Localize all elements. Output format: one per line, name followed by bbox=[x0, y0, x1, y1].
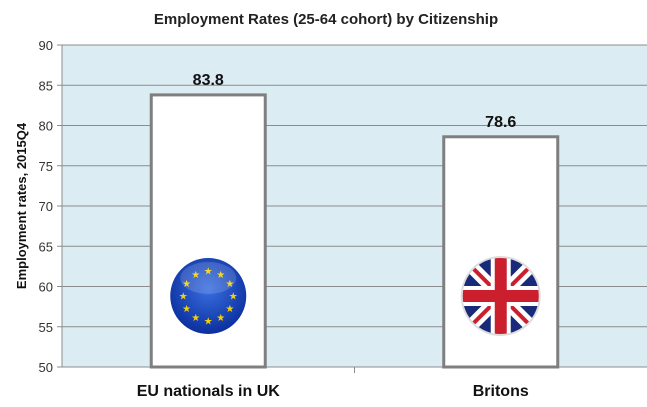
star-icon: ★ bbox=[229, 292, 238, 303]
y-tick-label: 70 bbox=[39, 199, 53, 214]
eu-flag-circle bbox=[170, 258, 247, 334]
star-icon: ★ bbox=[216, 270, 225, 281]
y-tick-label: 55 bbox=[39, 320, 53, 335]
x-tick-label: EU nationals in UK bbox=[137, 383, 281, 400]
star-icon: ★ bbox=[182, 304, 191, 315]
y-axis-label: Employment rates, 2015Q4 bbox=[14, 122, 29, 289]
star-icon: ★ bbox=[191, 313, 200, 324]
y-tick-label: 80 bbox=[39, 119, 53, 134]
y-tick-label: 85 bbox=[39, 78, 53, 93]
star-icon: ★ bbox=[225, 279, 234, 290]
uk-flag-body bbox=[461, 257, 540, 335]
chart-title: Employment Rates (25-64 cohort) by Citiz… bbox=[154, 11, 498, 28]
y-tick-label: 65 bbox=[39, 239, 53, 254]
y-tick-label: 90 bbox=[39, 38, 53, 53]
cross-red bbox=[461, 257, 540, 335]
flag-rim bbox=[460, 256, 541, 336]
star-icon: ★ bbox=[182, 279, 191, 290]
y-tick-label: 50 bbox=[39, 360, 53, 375]
highlight bbox=[180, 262, 237, 294]
star-icon: ★ bbox=[204, 267, 213, 278]
star-icon: ★ bbox=[204, 317, 213, 328]
star-icon: ★ bbox=[179, 292, 188, 303]
eu-flag-icon: ★ ★★★★★★★★★★★ bbox=[170, 258, 247, 334]
star-icon: ★ bbox=[225, 304, 234, 315]
y-tick-label: 60 bbox=[39, 280, 53, 295]
x-tick-label: Britons bbox=[473, 383, 529, 400]
uk-flag-icon bbox=[460, 256, 541, 336]
y-tick-label: 75 bbox=[39, 159, 53, 174]
star-icon: ★ bbox=[216, 313, 225, 324]
star-icon: ★ bbox=[191, 270, 200, 281]
data-label: 78.6 bbox=[485, 114, 516, 131]
data-label: 83.8 bbox=[193, 72, 224, 89]
